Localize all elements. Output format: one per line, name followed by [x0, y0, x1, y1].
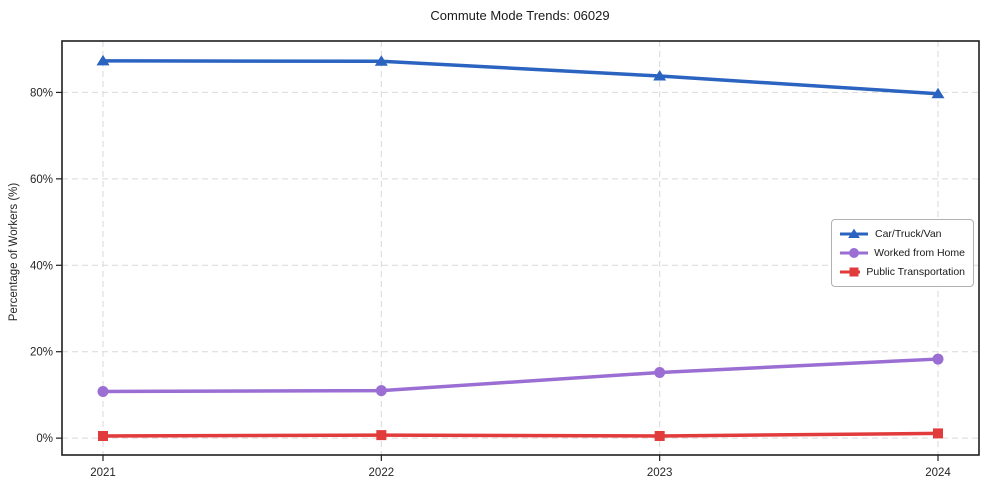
x-tick-label: 2022	[369, 467, 395, 479]
y-tick-label: 60%	[30, 174, 53, 186]
data-point-public-transportation-2023	[654, 430, 665, 441]
series-line-worked-from-home	[102, 357, 939, 394]
legend: Car/Truck/Van Worked from Home Public Tran…	[831, 219, 974, 287]
legend-triangle-marker-icon	[840, 228, 868, 239]
data-point-car-truck-van-2021	[96, 54, 110, 66]
legend-circle-marker-icon	[840, 248, 868, 258]
plot-border	[61, 40, 980, 456]
data-point-car-truck-van-2022	[374, 55, 388, 66]
legend-marker	[849, 248, 859, 258]
series-line-car-truck-van	[102, 59, 939, 96]
data-point-car-truck-van-2023	[653, 70, 667, 81]
data-point-worked-from-home-2021	[97, 385, 109, 397]
x-tick-label: 2023	[647, 467, 673, 479]
x-tick-label: 2024	[925, 467, 951, 479]
data-point-public-transportation-2024	[933, 428, 943, 439]
legend-marker	[849, 267, 859, 277]
data-point-worked-from-home-2024	[932, 353, 944, 365]
data-point-public-transportation-2022	[376, 430, 387, 441]
chart-title: Commute Mode Trends: 06029	[430, 8, 610, 23]
data-point-car-truck-van-2024	[931, 87, 945, 99]
legend-label: Public Transportation	[866, 266, 965, 278]
data-point-worked-from-home-2022	[375, 385, 387, 397]
legend-square-marker-icon	[840, 267, 861, 277]
legend-marker	[848, 228, 860, 239]
data-point-worked-from-home-2023	[654, 366, 666, 378]
y-tick-label: 40%	[30, 260, 53, 272]
y-tick-label: 0%	[36, 433, 53, 445]
legend-label: Car/Truck/Van	[875, 228, 942, 240]
legend-label: Worked from Home	[874, 247, 965, 259]
legend-item-worked-from-home: Worked from Home	[839, 245, 965, 261]
legend-item-public-transportation: Public Transportation	[839, 264, 965, 280]
data-point-public-transportation-2021	[98, 430, 108, 441]
y-tick-label: 20%	[30, 347, 53, 359]
y-tick-label: 80%	[30, 87, 53, 99]
x-tick-label: 2021	[90, 467, 116, 479]
legend-item-car-truck-van: Car/Truck/Van	[839, 226, 965, 242]
series-line-public-transportation	[102, 431, 939, 438]
